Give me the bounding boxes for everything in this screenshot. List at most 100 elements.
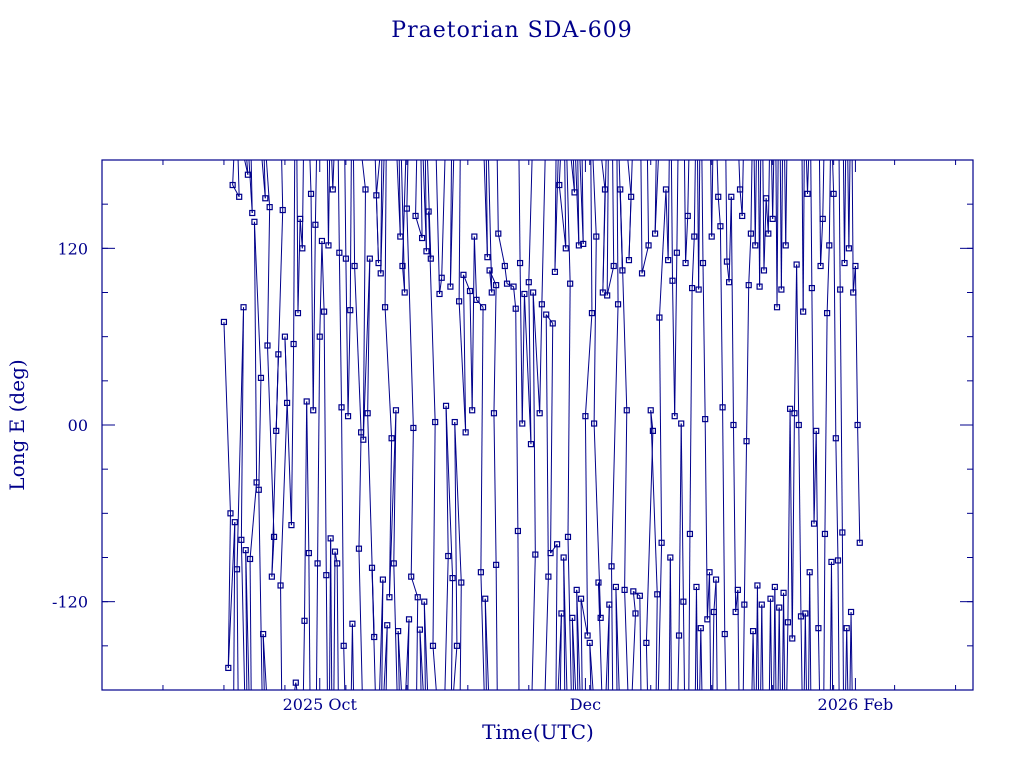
series-segment [756, 585, 760, 691]
series-segment [290, 344, 295, 526]
series-segment [576, 589, 581, 691]
series-segment [232, 159, 235, 186]
data-point [601, 186, 609, 193]
data-point [471, 233, 478, 240]
data-point [512, 305, 519, 312]
series-segment [624, 589, 629, 691]
data-point [571, 189, 578, 196]
data-point [316, 333, 323, 340]
series-segment [752, 631, 755, 691]
data-point [368, 564, 376, 571]
data-point [399, 262, 406, 270]
data-point [281, 333, 289, 340]
series-segment [384, 307, 393, 439]
series-segment [567, 536, 572, 691]
series-segment [850, 611, 853, 691]
data-point [850, 289, 857, 296]
series-segment [258, 377, 262, 490]
series-segment [445, 405, 449, 557]
data-point [789, 635, 796, 642]
series-segment [639, 595, 642, 691]
series-segment [351, 623, 355, 691]
series-segment [754, 159, 757, 246]
data-point [456, 298, 463, 305]
data-point [277, 582, 284, 589]
data-point [773, 304, 781, 311]
series-segment [669, 557, 672, 691]
series-segment [826, 245, 830, 314]
data-point [545, 573, 552, 580]
data-point [231, 519, 238, 526]
x-tick-labels: 2025 Oct Dec 2026 Feb [283, 695, 894, 714]
series-segment [317, 336, 321, 564]
series-segment [266, 207, 271, 346]
series-segment [597, 582, 603, 691]
series-segment [695, 586, 699, 691]
data-point [708, 233, 715, 240]
data-point [643, 639, 650, 646]
series-segment [724, 634, 727, 691]
data-point [312, 221, 319, 228]
data-point [405, 616, 413, 623]
data-point [451, 418, 458, 426]
data-point [294, 310, 302, 317]
data-point [699, 259, 707, 267]
data-point [767, 595, 774, 602]
data-point [303, 398, 310, 405]
data-point [625, 257, 633, 264]
series-segment [424, 159, 427, 252]
series-segment [358, 432, 362, 549]
data-point [342, 255, 349, 262]
series-segment [293, 159, 296, 345]
data-point [484, 254, 491, 261]
series-segment [837, 560, 840, 691]
data-point [427, 255, 434, 262]
series-segment [250, 159, 253, 214]
series-segment [327, 159, 331, 246]
data-point [377, 270, 384, 277]
data-point [510, 283, 517, 290]
series-segment [633, 590, 641, 597]
data-point [782, 242, 789, 249]
data-point [283, 399, 291, 407]
data-point [381, 304, 389, 311]
series-segment [341, 407, 345, 646]
data-point [564, 533, 572, 540]
data-point [673, 249, 680, 256]
data-point [355, 545, 363, 552]
series-segment [589, 642, 594, 691]
series-segment [304, 401, 308, 621]
data-point [828, 558, 835, 566]
series-segment [700, 628, 703, 691]
data-point [617, 186, 624, 193]
data-point [321, 308, 328, 315]
series-segment [715, 579, 718, 691]
data-point [608, 563, 615, 570]
series-segment [480, 307, 484, 573]
data-point [671, 413, 678, 420]
series-segment [846, 628, 849, 691]
data-point [412, 212, 419, 220]
data-point [249, 209, 256, 217]
data-point [314, 560, 321, 567]
data-point [819, 215, 826, 222]
data-point [384, 622, 391, 629]
data-point [582, 413, 589, 420]
series-segment [640, 159, 643, 274]
data-point [551, 268, 559, 275]
data-point [220, 318, 228, 326]
data-point [756, 283, 763, 290]
series-segment [400, 159, 406, 293]
series-segment [558, 159, 561, 186]
series-segment [628, 159, 633, 261]
data-point [588, 310, 596, 317]
data-point [839, 529, 846, 536]
data-point [784, 619, 792, 626]
series-segment [449, 159, 455, 287]
series-segment [748, 233, 752, 286]
data-point [667, 554, 674, 561]
data-point [745, 282, 752, 289]
data-point [623, 407, 630, 414]
data-point [264, 342, 271, 349]
data-point [290, 340, 297, 348]
